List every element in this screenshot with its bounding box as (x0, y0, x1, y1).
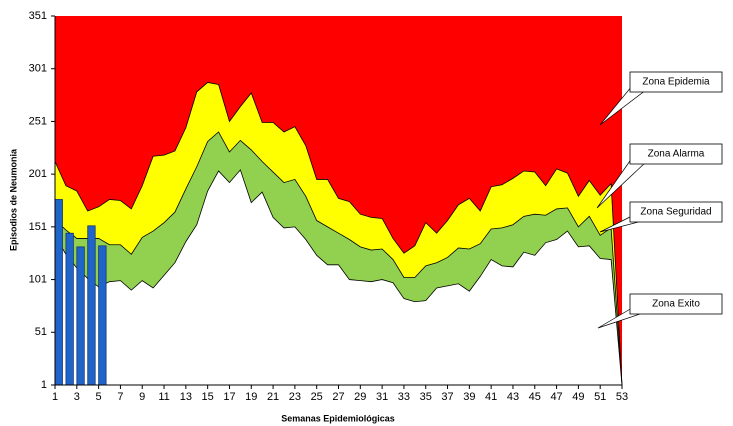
callout-label: Zona Seguridad (640, 207, 711, 218)
callout-box (629, 71, 723, 93)
y-tick-label: 251 (29, 115, 47, 127)
callout-label: Zona Exito (652, 299, 700, 310)
x-tick-label: 39 (463, 391, 475, 403)
x-tick-label: 15 (202, 391, 214, 403)
x-tick-label: 49 (572, 391, 584, 403)
x-axis-title: Semanas Epidemiológicas (281, 413, 395, 423)
x-tick-label: 35 (420, 391, 432, 403)
x-tick-label: 9 (139, 391, 145, 403)
bar (87, 225, 96, 386)
x-tick-label: 25 (311, 391, 323, 403)
x-tick-label: 37 (441, 391, 453, 403)
zone-line (54, 131, 623, 386)
x-tick-label: 17 (223, 391, 235, 403)
x-tick-label: 43 (507, 391, 519, 403)
y-tick-label: 51 (35, 326, 47, 338)
x-tick-label: 33 (398, 391, 410, 403)
callout-box (629, 293, 723, 315)
x-tick-label: 29 (354, 391, 366, 403)
x-tick-label: 41 (485, 391, 497, 403)
x-tick-label: 31 (376, 391, 388, 403)
bar (65, 232, 74, 386)
x-tick-label: 45 (529, 391, 541, 403)
zone-line (54, 169, 623, 386)
y-tick-label: 301 (29, 63, 47, 75)
zone-line (54, 81, 623, 386)
x-tick-label: 19 (245, 391, 257, 403)
bar (98, 245, 107, 386)
callout-label: Zona Epidemia (642, 77, 710, 88)
x-tick-label: 1 (52, 391, 58, 403)
x-tick-label: 7 (117, 391, 123, 403)
x-tick-label: 5 (96, 391, 102, 403)
callout-box (629, 143, 723, 165)
x-tick-label: 13 (180, 391, 192, 403)
y-tick-label: 151 (29, 221, 47, 233)
bar (76, 246, 85, 386)
bar (54, 199, 63, 386)
x-tick-label: 3 (74, 391, 80, 403)
callout-label: Zona Alarma (648, 149, 705, 160)
x-tick-label: 11 (158, 391, 169, 403)
x-tick-label: 53 (616, 391, 628, 403)
callout-box (629, 201, 723, 223)
x-tick-label: 51 (594, 391, 606, 403)
y-tick-label: 201 (29, 168, 47, 180)
y-tick-label: 101 (29, 273, 47, 285)
x-tick-label: 21 (267, 391, 279, 403)
y-tick-label: 351 (29, 10, 47, 22)
y-tick-label: 1 (41, 379, 47, 391)
x-tick-label: 47 (550, 391, 562, 403)
zone-area (55, 169, 622, 385)
x-tick-label: 27 (332, 391, 344, 403)
y-axis-title: Episodios de Neumonia (8, 148, 18, 251)
x-tick-label: 23 (289, 391, 301, 403)
